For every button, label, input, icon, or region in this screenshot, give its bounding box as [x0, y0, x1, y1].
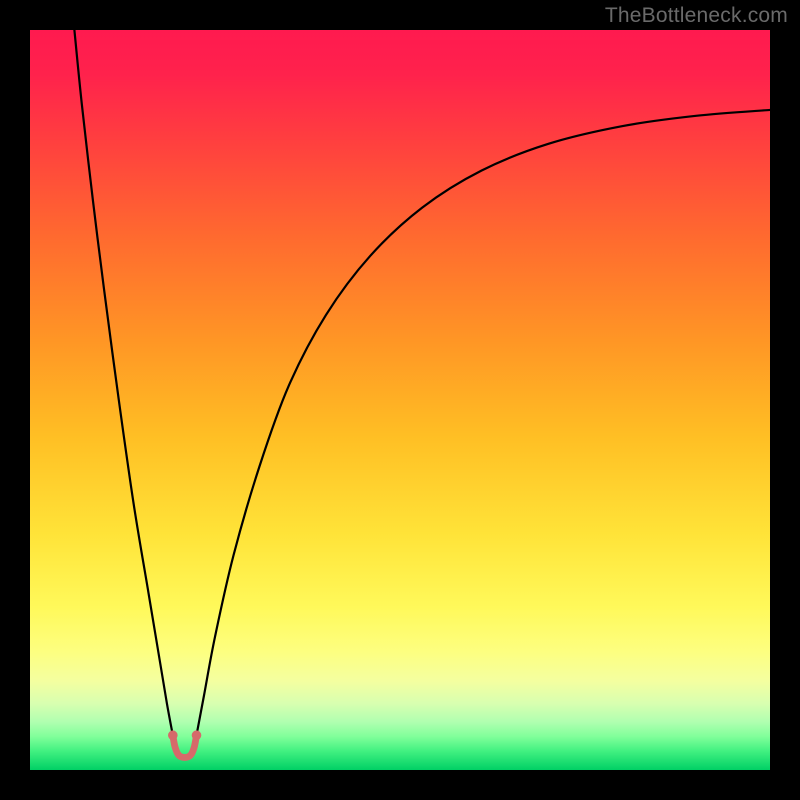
- chart-background: [30, 30, 770, 770]
- chart-svg: [30, 30, 770, 770]
- chart-outer: TheBottleneck.com: [0, 0, 800, 800]
- watermark-text: TheBottleneck.com: [605, 4, 788, 28]
- u-end-marker-1: [192, 730, 202, 740]
- chart-plot-area: [30, 30, 770, 770]
- u-end-marker-0: [168, 730, 178, 740]
